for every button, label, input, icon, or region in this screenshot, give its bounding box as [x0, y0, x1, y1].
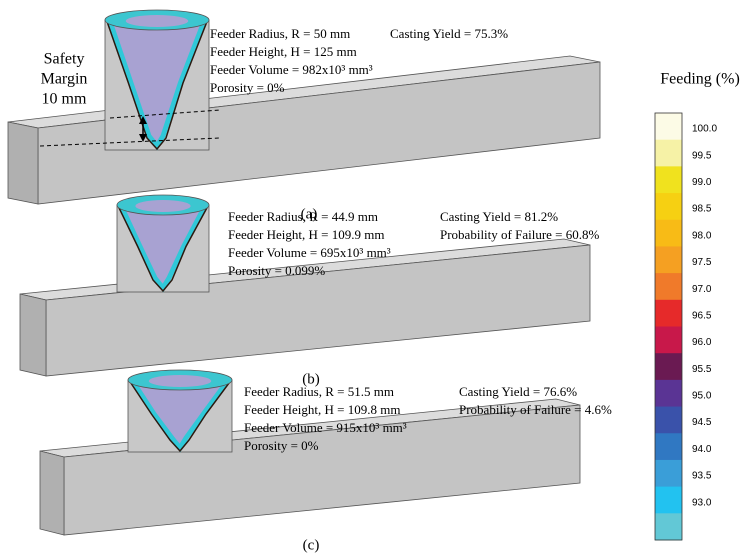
colorbar-tick-label: 100.0	[692, 124, 717, 135]
colorbar-segment	[655, 459, 682, 488]
annotation: Feeder Volume = 915x10³ mm³	[244, 420, 407, 435]
annotation: Feeder Volume = 982x10³ mm³	[210, 62, 373, 77]
colorbar-segment	[655, 193, 682, 221]
annotation: Casting Yield = 76.6%	[459, 384, 577, 399]
shrinkage-zone	[128, 379, 232, 453]
shrinkage-outline	[117, 206, 209, 293]
colorbar-tick-label: 94.5	[692, 417, 712, 428]
panel-label: (b)	[302, 371, 320, 387]
colorbar-tick-label: 99.0	[692, 177, 712, 188]
colorbar-frame	[654, 112, 683, 541]
colorbar-tick-label: 97.5	[692, 257, 712, 268]
colorbar-segment	[655, 379, 682, 408]
colorbar-tick-label: 95.0	[692, 391, 712, 402]
colorbar-segment	[655, 219, 682, 247]
safety-margin-label: Safety	[44, 51, 85, 68]
dashed-line	[109, 109, 221, 119]
shrinkage-outline	[128, 381, 232, 453]
shrinkage-outline	[106, 21, 208, 151]
safety-margin-label: Margin	[41, 71, 88, 88]
annotation: Probability of Failure = 60.8%	[440, 227, 600, 242]
dashed-line	[39, 137, 221, 147]
annotation: Casting Yield = 75.3%	[390, 26, 508, 41]
colorbar-segment	[655, 326, 682, 354]
annotation: Porosity = 0%	[210, 80, 285, 95]
safety-margin-label: 10 mm	[42, 91, 87, 108]
panel-label: (a)	[301, 206, 318, 222]
colorbar-segment	[655, 139, 682, 167]
colorbar-tick-label: 94.0	[692, 444, 712, 455]
arrow-head	[139, 116, 147, 124]
arrow-head	[139, 134, 147, 142]
colorbar-tick-label: 96.5	[692, 310, 712, 321]
annotation: Feeder Radius, R = 51.5 mm	[244, 384, 394, 399]
annotation: Probability of Failure = 4.6%	[459, 402, 612, 417]
feeder-top-inner	[148, 375, 212, 387]
colorbar-segment	[655, 246, 682, 274]
colorbar-segment	[655, 406, 682, 434]
colorbar-tick-label: 93.5	[692, 471, 712, 482]
bar-end	[39, 450, 65, 536]
annotation: Porosity = 0.099%	[228, 263, 325, 278]
annotation: Feeder Volume = 695x10³ mm³	[228, 245, 391, 260]
annotation: Feeder Radius, R = 50 mm	[210, 26, 350, 41]
colorbar-tick-label: 95.5	[692, 364, 712, 375]
feeder-top-inner	[135, 200, 191, 212]
colorbar-tick-label: 96.0	[692, 337, 712, 348]
annotation: Feeder Height, H = 109.8 mm	[244, 402, 400, 417]
colorbar-segment	[655, 513, 682, 541]
colorbar-tick-label: 97.0	[692, 284, 712, 295]
annotation: Casting Yield = 81.2%	[440, 209, 558, 224]
bar-end	[19, 293, 47, 377]
colorbar-tick-label: 99.5	[692, 150, 712, 161]
colorbar-segment	[655, 433, 682, 461]
colorbar-title: Feeding (%)	[660, 71, 740, 88]
annotation: Feeder Height, H = 109.9 mm	[228, 227, 384, 242]
colorbar-tick-label: 98.5	[692, 204, 712, 215]
colorbar-segment	[655, 113, 682, 141]
annotation: Feeder Height, H = 125 mm	[210, 44, 357, 59]
annotation: Porosity = 0%	[244, 438, 319, 453]
shrinkage-zone	[117, 204, 209, 293]
colorbar-segment	[655, 166, 682, 194]
colorbar-segment	[655, 299, 682, 327]
colorbar-segment	[655, 353, 682, 381]
feeder-top-inner	[125, 15, 189, 27]
bar-end	[7, 121, 39, 205]
colorbar-tick-label: 98.0	[692, 230, 712, 241]
panel-label: (c)	[303, 537, 320, 553]
annotation: Feeder Radius, R = 44.9 mm	[228, 209, 378, 224]
colorbar-tick-label: 93.0	[692, 497, 712, 508]
colorbar-segment	[655, 486, 682, 514]
colorbar-segment	[655, 273, 682, 301]
